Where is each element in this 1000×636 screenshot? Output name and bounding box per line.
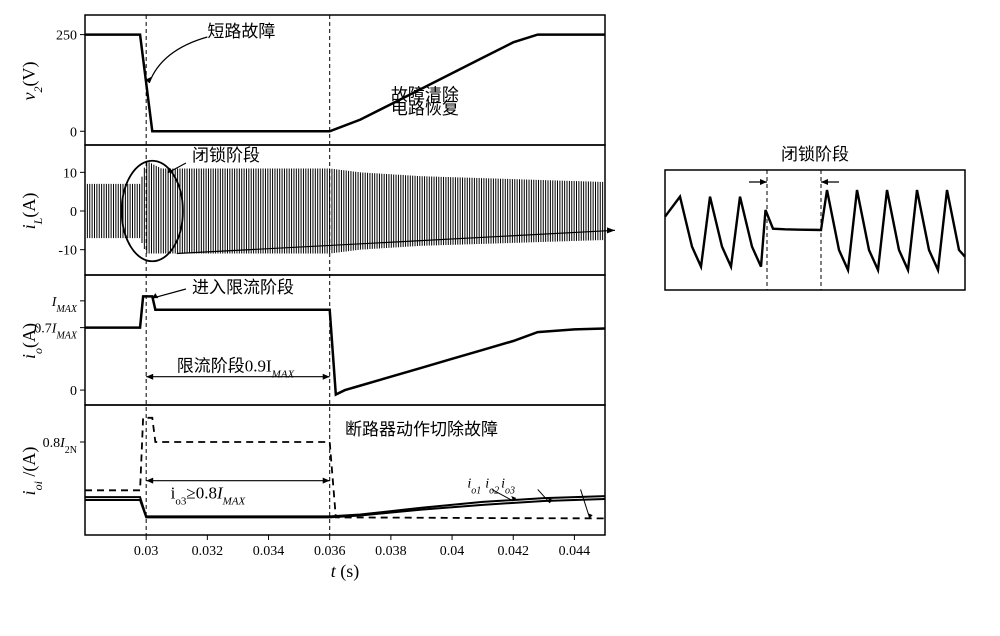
svg-text:0.04: 0.04 [440,544,465,559]
svg-text:0.03: 0.03 [134,544,159,559]
svg-text:-10: -10 [58,244,77,259]
svg-text:断路器动作切除故障: 断路器动作切除故障 [345,420,498,439]
left-stacked-plots: 0250v2(V)短路故障故障清除电路恢复-10010iL(A)闭锁阶段00.7… [10,10,630,626]
svg-text:v2(V): v2(V) [19,62,45,101]
svg-text:0.042: 0.042 [497,544,529,559]
svg-text:0.032: 0.032 [192,544,224,559]
svg-text:闭锁阶段: 闭锁阶段 [781,145,849,164]
svg-text:0.038: 0.038 [375,544,407,559]
right-inset-plot: 闭锁阶段 [650,140,990,320]
svg-text:ioi /(A): ioi /(A) [19,447,45,496]
svg-text:10: 10 [63,166,77,181]
svg-text:进入限流阶段: 进入限流阶段 [192,278,294,297]
svg-text:0: 0 [70,384,77,399]
figure-container: 0250v2(V)短路故障故障清除电路恢复-10010iL(A)闭锁阶段00.7… [10,10,990,626]
svg-text:0: 0 [70,125,77,140]
svg-text:0.036: 0.036 [314,544,346,559]
svg-text:电路恢复: 电路恢复 [391,99,459,118]
svg-text:250: 250 [56,29,77,44]
svg-text:iL(A): iL(A) [19,193,45,230]
svg-text:闭锁阶段: 闭锁阶段 [192,146,260,165]
svg-text:0.034: 0.034 [253,544,285,559]
svg-text:0: 0 [70,205,77,220]
svg-text:0.7IMAX: 0.7IMAX [34,322,78,342]
svg-text:0.8I2N: 0.8I2N [43,436,77,456]
svg-text:IMAX: IMAX [51,295,78,315]
svg-text:io1io2io3: io1io2io3 [467,476,515,496]
svg-text:io3≥0.8IMAX: io3≥0.8IMAX [171,484,247,508]
svg-text:短路故障: 短路故障 [207,22,275,41]
svg-text:t (s): t (s) [331,561,360,582]
svg-text:0.044: 0.044 [559,544,591,559]
